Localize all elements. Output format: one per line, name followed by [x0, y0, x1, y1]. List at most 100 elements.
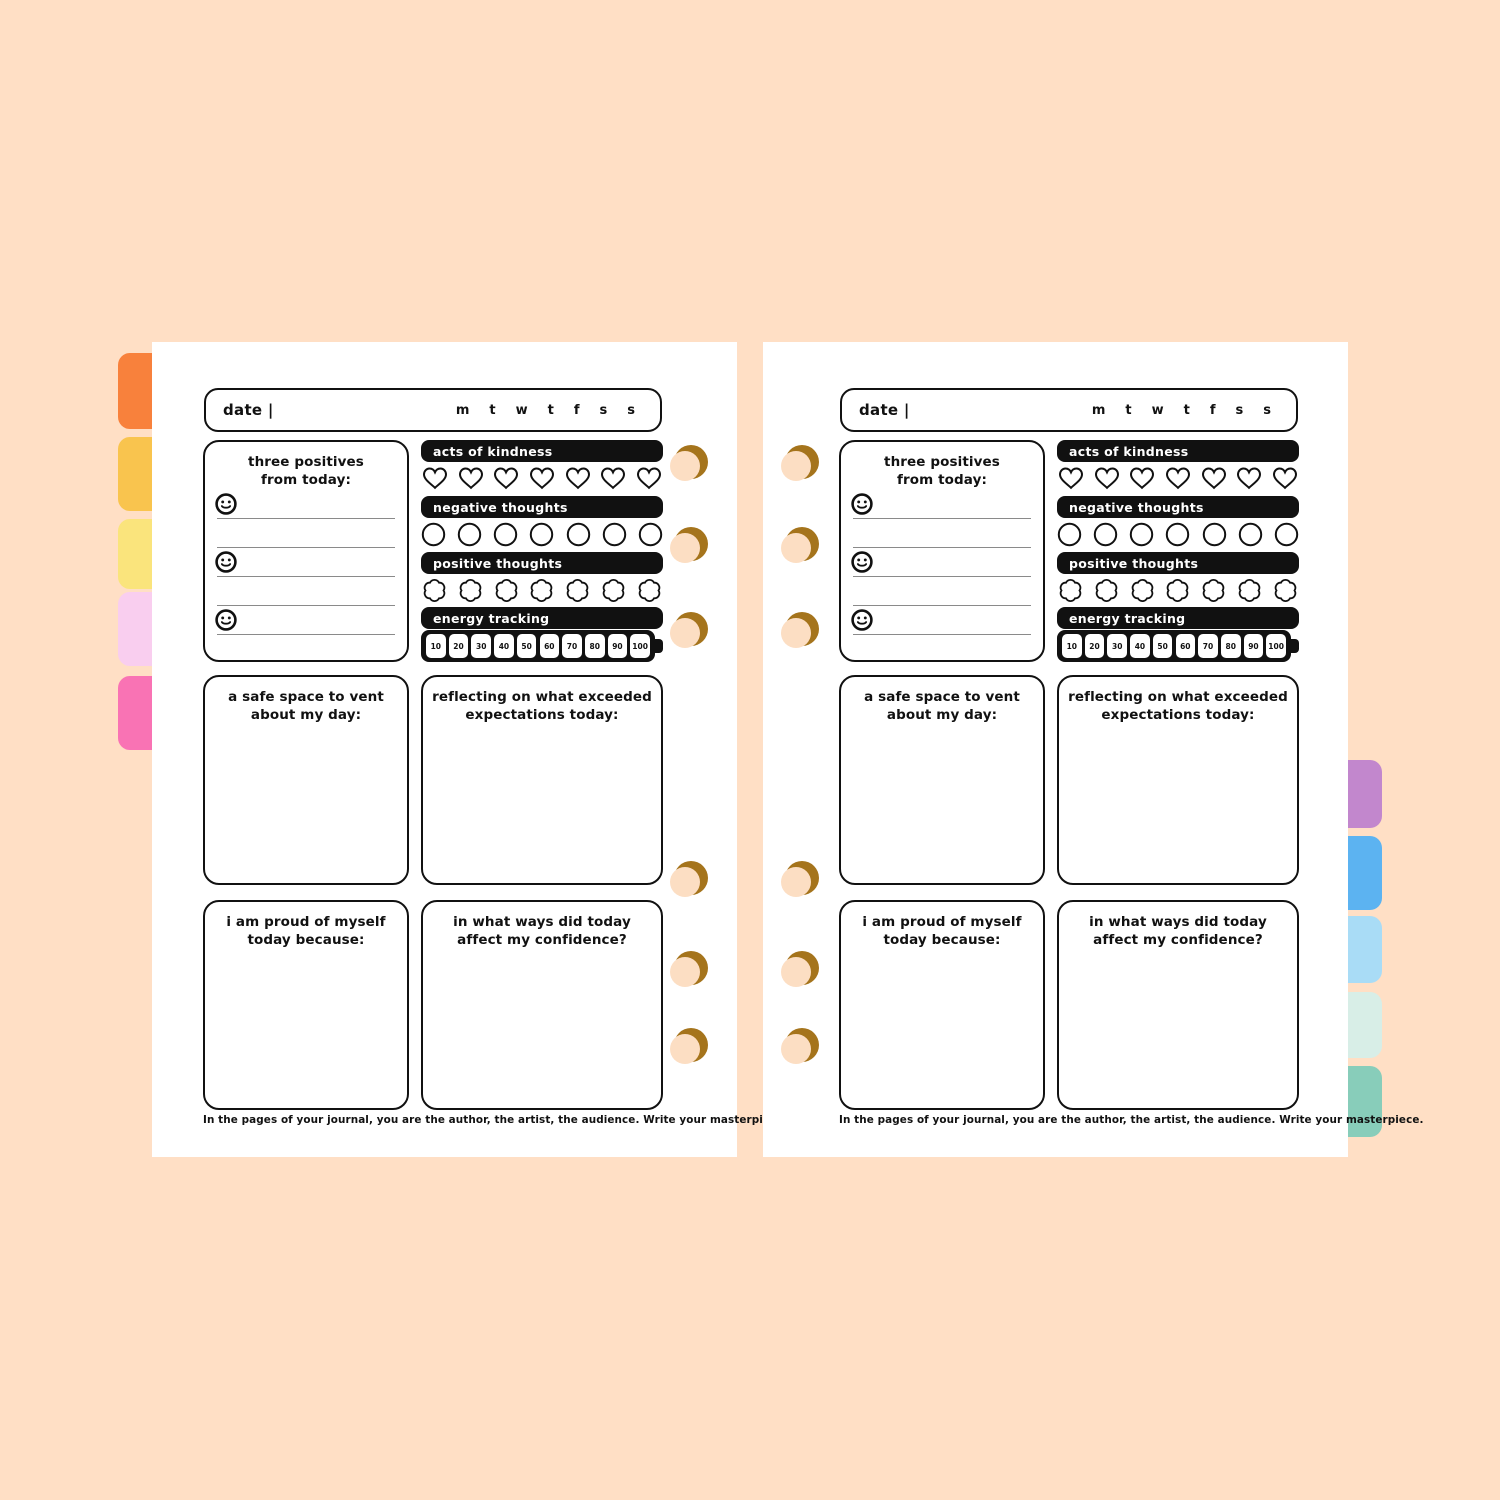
heart-checkbox[interactable]: [457, 466, 485, 491]
date-input[interactable]: [274, 390, 456, 430]
positive-entry-line[interactable]: [217, 577, 395, 606]
day-letter-t[interactable]: t: [1183, 402, 1190, 418]
heart-checkbox[interactable]: [635, 466, 663, 491]
heart-checkbox[interactable]: [564, 466, 592, 491]
circle-checkbox[interactable]: [602, 522, 627, 547]
heart-checkbox[interactable]: [528, 466, 556, 491]
circle-checkbox[interactable]: [1274, 522, 1299, 547]
flower-checkbox[interactable]: [493, 577, 520, 604]
heart-checkbox[interactable]: [1128, 466, 1156, 491]
battery-cell-100[interactable]: 100: [630, 634, 650, 658]
flower-checkbox[interactable]: [1164, 577, 1191, 604]
flower-checkbox[interactable]: [600, 577, 627, 604]
flower-checkbox[interactable]: [1272, 577, 1299, 604]
date-bar: date | m t w t f s s: [204, 388, 662, 432]
battery-cell-70[interactable]: 70: [1198, 634, 1218, 658]
binder-hole-icon: [781, 527, 819, 563]
heart-checkbox[interactable]: [1235, 466, 1263, 491]
smiley-icon: [214, 492, 238, 516]
day-letter-t[interactable]: t: [547, 402, 554, 418]
circle-checkbox[interactable]: [457, 522, 482, 547]
day-letter-m[interactable]: m: [455, 402, 470, 418]
circle-checkbox[interactable]: [1129, 522, 1154, 547]
circle-checkbox[interactable]: [566, 522, 591, 547]
day-letter-s[interactable]: s: [627, 402, 635, 418]
confidence-box[interactable]: in what ways did today affect my confide…: [1057, 900, 1299, 1110]
circle-checkbox[interactable]: [1093, 522, 1118, 547]
day-letter-s[interactable]: s: [1235, 402, 1244, 418]
exceeded-expectations-box[interactable]: reflecting on what exceeded expectations…: [1057, 675, 1299, 885]
positive-entry-line[interactable]: [215, 548, 395, 577]
battery-cell-100[interactable]: 100: [1266, 634, 1286, 658]
positive-entry-line[interactable]: [851, 606, 1031, 635]
positive-entry-line[interactable]: [851, 490, 1031, 519]
heart-checkbox[interactable]: [1271, 466, 1299, 491]
positive-entry-line[interactable]: [853, 519, 1031, 548]
proud-of-myself-box[interactable]: i am proud of myself today because:: [839, 900, 1045, 1110]
circle-checkbox[interactable]: [493, 522, 518, 547]
proud-of-myself-box[interactable]: i am proud of myself today because:: [203, 900, 409, 1110]
flower-checkbox[interactable]: [1236, 577, 1263, 604]
flower-checkbox[interactable]: [1200, 577, 1227, 604]
flower-checkbox[interactable]: [1057, 577, 1084, 604]
battery-cell-40[interactable]: 40: [1130, 634, 1150, 658]
flower-checkbox[interactable]: [421, 577, 448, 604]
heart-checkbox[interactable]: [421, 466, 449, 491]
flower-checkbox[interactable]: [1093, 577, 1120, 604]
battery-cell-50[interactable]: 50: [516, 634, 537, 658]
circle-checkbox[interactable]: [1202, 522, 1227, 547]
battery-cell-50[interactable]: 50: [1152, 634, 1173, 658]
battery-cell-60[interactable]: 60: [1175, 634, 1196, 658]
acts-of-kindness-banner: acts of kindness: [421, 440, 663, 462]
battery-cell-90[interactable]: 90: [607, 634, 628, 658]
day-letter-t[interactable]: t: [1125, 402, 1132, 418]
vent-box[interactable]: a safe space to vent about my day:: [203, 675, 409, 885]
circle-checkbox[interactable]: [1165, 522, 1190, 547]
circle-checkbox[interactable]: [421, 522, 446, 547]
day-letter-t[interactable]: t: [489, 402, 496, 418]
battery-cell-30[interactable]: 30: [1107, 634, 1127, 658]
day-letter-s[interactable]: s: [1263, 402, 1271, 418]
heart-checkbox[interactable]: [1057, 466, 1085, 491]
battery-cell-90[interactable]: 90: [1243, 634, 1264, 658]
day-letter-s[interactable]: s: [599, 402, 608, 418]
battery-cell-70[interactable]: 70: [562, 634, 582, 658]
positive-entry-line[interactable]: [214, 490, 395, 519]
battery-cell-80[interactable]: 80: [1220, 634, 1241, 658]
vent-box[interactable]: a safe space to vent about my day:: [839, 675, 1045, 885]
flower-checkbox[interactable]: [457, 577, 484, 604]
battery-cell-40[interactable]: 40: [494, 634, 514, 658]
date-input[interactable]: [910, 390, 1092, 430]
positive-entry-line[interactable]: [853, 577, 1031, 606]
flower-checkbox[interactable]: [528, 577, 555, 604]
day-letter-f[interactable]: f: [1209, 402, 1216, 418]
battery-cell-80[interactable]: 80: [584, 634, 605, 658]
day-letter-m[interactable]: m: [1091, 402, 1106, 418]
battery-cell-30[interactable]: 30: [471, 634, 491, 658]
day-letter-w[interactable]: w: [515, 402, 528, 418]
battery-cell-10[interactable]: 10: [426, 634, 446, 658]
heart-checkbox[interactable]: [1164, 466, 1192, 491]
exceeded-expectations-box[interactable]: reflecting on what exceeded expectations…: [421, 675, 663, 885]
battery-cell-10[interactable]: 10: [1062, 634, 1082, 658]
day-letter-w[interactable]: w: [1151, 402, 1164, 418]
heart-checkbox[interactable]: [1200, 466, 1228, 491]
circle-checkbox[interactable]: [1238, 522, 1263, 547]
battery-cell-60[interactable]: 60: [539, 634, 560, 658]
positive-entry-line[interactable]: [851, 548, 1031, 577]
circle-checkbox[interactable]: [638, 522, 663, 547]
day-letter-f[interactable]: f: [573, 402, 580, 418]
positive-entry-line[interactable]: [215, 606, 395, 635]
battery-cell-20[interactable]: 20: [448, 634, 469, 658]
circle-checkbox[interactable]: [529, 522, 554, 547]
circle-checkbox[interactable]: [1057, 522, 1082, 547]
battery-cell-20[interactable]: 20: [1084, 634, 1105, 658]
flower-checkbox[interactable]: [1129, 577, 1156, 604]
heart-checkbox[interactable]: [492, 466, 520, 491]
heart-checkbox[interactable]: [599, 466, 627, 491]
confidence-box[interactable]: in what ways did today affect my confide…: [421, 900, 663, 1110]
heart-checkbox[interactable]: [1093, 466, 1121, 491]
flower-checkbox[interactable]: [636, 577, 663, 604]
flower-checkbox[interactable]: [564, 577, 591, 604]
positive-entry-line[interactable]: [217, 519, 395, 548]
